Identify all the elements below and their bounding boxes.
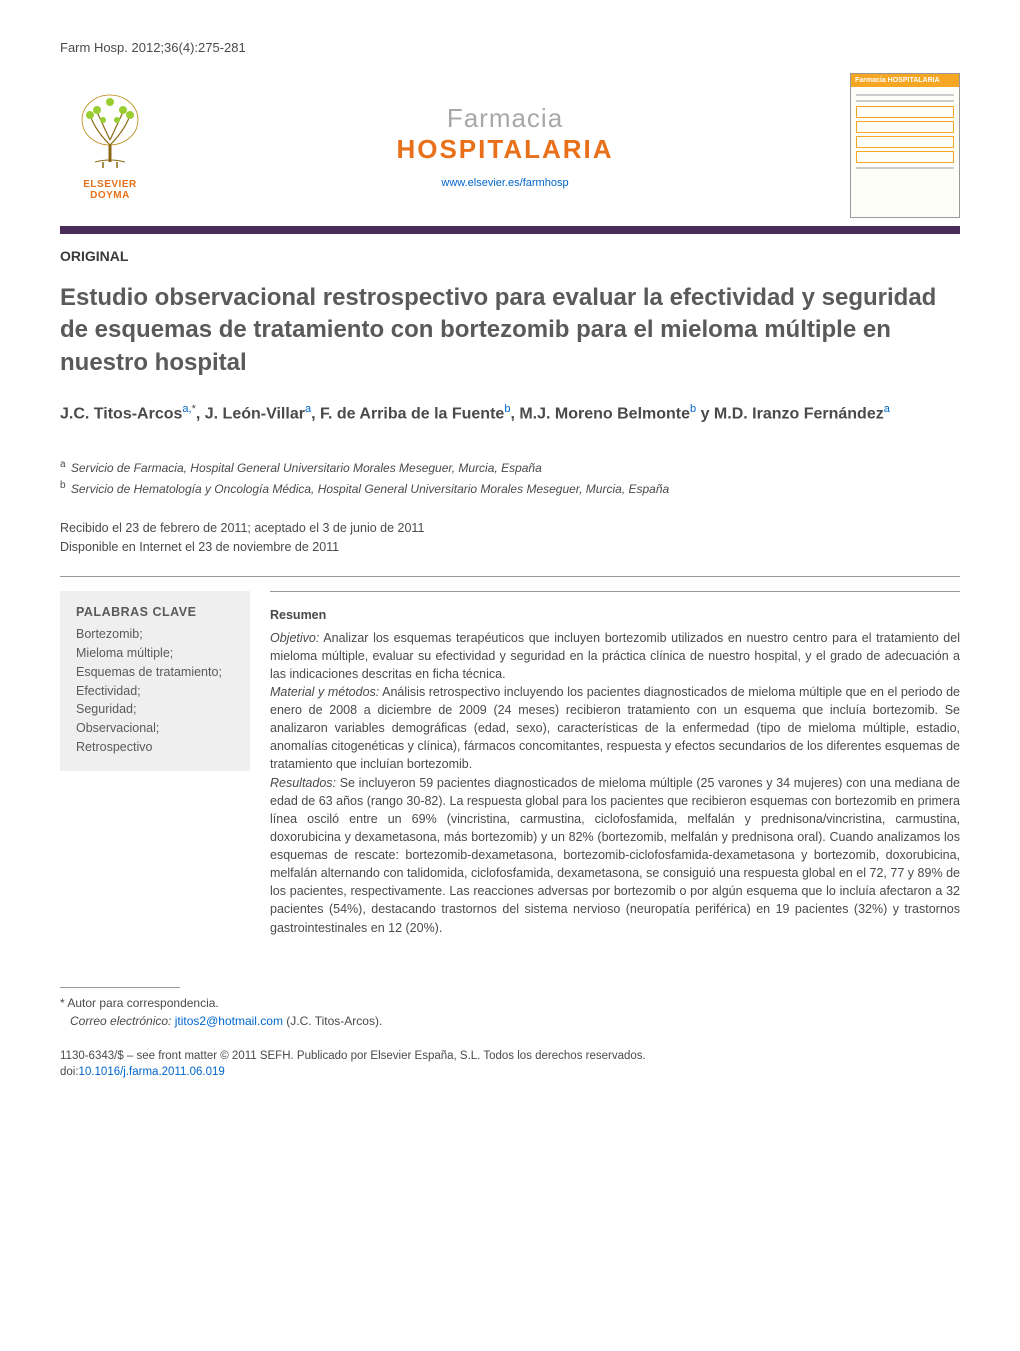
article-title: Estudio observacional restrospectivo par… bbox=[60, 282, 960, 379]
keywords-list: Bortezomib;Mieloma múltiple;Esquemas de … bbox=[76, 625, 234, 756]
email-label: Correo electrónico: bbox=[70, 1014, 171, 1028]
article-type: ORIGINAL bbox=[60, 248, 960, 264]
abstract-objetivo: Objetivo: Analizar los esquemas terapéut… bbox=[270, 629, 960, 683]
header-divider bbox=[60, 226, 960, 234]
cover-thumbnail: Farmacia HOSPITALARIA bbox=[850, 73, 960, 218]
journal-url[interactable]: www.elsevier.es/farmhosp bbox=[160, 177, 850, 189]
copyright-block: 1130-6343/$ – see front matter © 2011 SE… bbox=[60, 1048, 960, 1080]
journal-citation: Farm Hosp. 2012;36(4):275-281 bbox=[60, 40, 960, 55]
keywords-heading: PALABRAS CLAVE bbox=[76, 605, 234, 619]
article-dates: Recibido el 23 de febrero de 2011; acept… bbox=[60, 519, 960, 557]
abstract-material: Material y métodos: Análisis retrospecti… bbox=[270, 683, 960, 774]
publisher-name: ELSEVIERDOYMA bbox=[83, 179, 136, 201]
affiliation-b: Servicio de Hematología y Oncología Médi… bbox=[71, 482, 669, 496]
author-list: J.C. Titos-Arcosa,*, J. León-Villara, F.… bbox=[60, 401, 960, 426]
doi-link[interactable]: 10.1016/j.farma.2011.06.019 bbox=[79, 1066, 225, 1078]
cover-thumb-title: Farmacia HOSPITALARIA bbox=[851, 74, 959, 87]
affiliation-a: Servicio de Farmacia, Hospital General U… bbox=[71, 461, 542, 475]
correspondence-footnote: * Autor para correspondencia. Correo ele… bbox=[60, 994, 960, 1030]
footnote-separator bbox=[60, 987, 180, 988]
elsevier-tree-icon bbox=[75, 90, 145, 175]
online-date: Disponible en Internet el 23 de noviembr… bbox=[60, 538, 960, 557]
corr-name: (J.C. Titos-Arcos). bbox=[283, 1014, 382, 1028]
abstract-heading: Resumen bbox=[270, 606, 960, 624]
abstract-body: Resumen Objetivo: Analizar los esquemas … bbox=[270, 591, 960, 936]
affiliations: a Servicio de Farmacia, Hospital General… bbox=[60, 457, 960, 499]
abstract-container: PALABRAS CLAVE Bortezomib;Mieloma múltip… bbox=[60, 576, 960, 936]
journal-name-2: HOSPITALARIA bbox=[160, 134, 850, 165]
keywords-box: PALABRAS CLAVE Bortezomib;Mieloma múltip… bbox=[60, 591, 250, 770]
journal-name-1: Farmacia bbox=[160, 103, 850, 134]
doi-label: doi: bbox=[60, 1066, 79, 1078]
journal-header: ELSEVIERDOYMA Farmacia HOSPITALARIA www.… bbox=[60, 73, 960, 218]
publisher-logo: ELSEVIERDOYMA bbox=[60, 81, 160, 211]
abstract-resultados: Resultados: Se incluyeron 59 pacientes d… bbox=[270, 774, 960, 937]
corr-author-note: * Autor para correspondencia. bbox=[60, 994, 960, 1012]
copyright-line: 1130-6343/$ – see front matter © 2011 SE… bbox=[60, 1048, 960, 1064]
received-date: Recibido el 23 de febrero de 2011; acept… bbox=[60, 519, 960, 538]
journal-masthead: Farmacia HOSPITALARIA www.elsevier.es/fa… bbox=[160, 103, 850, 189]
corr-email[interactable]: jtitos2@hotmail.com bbox=[175, 1014, 283, 1028]
